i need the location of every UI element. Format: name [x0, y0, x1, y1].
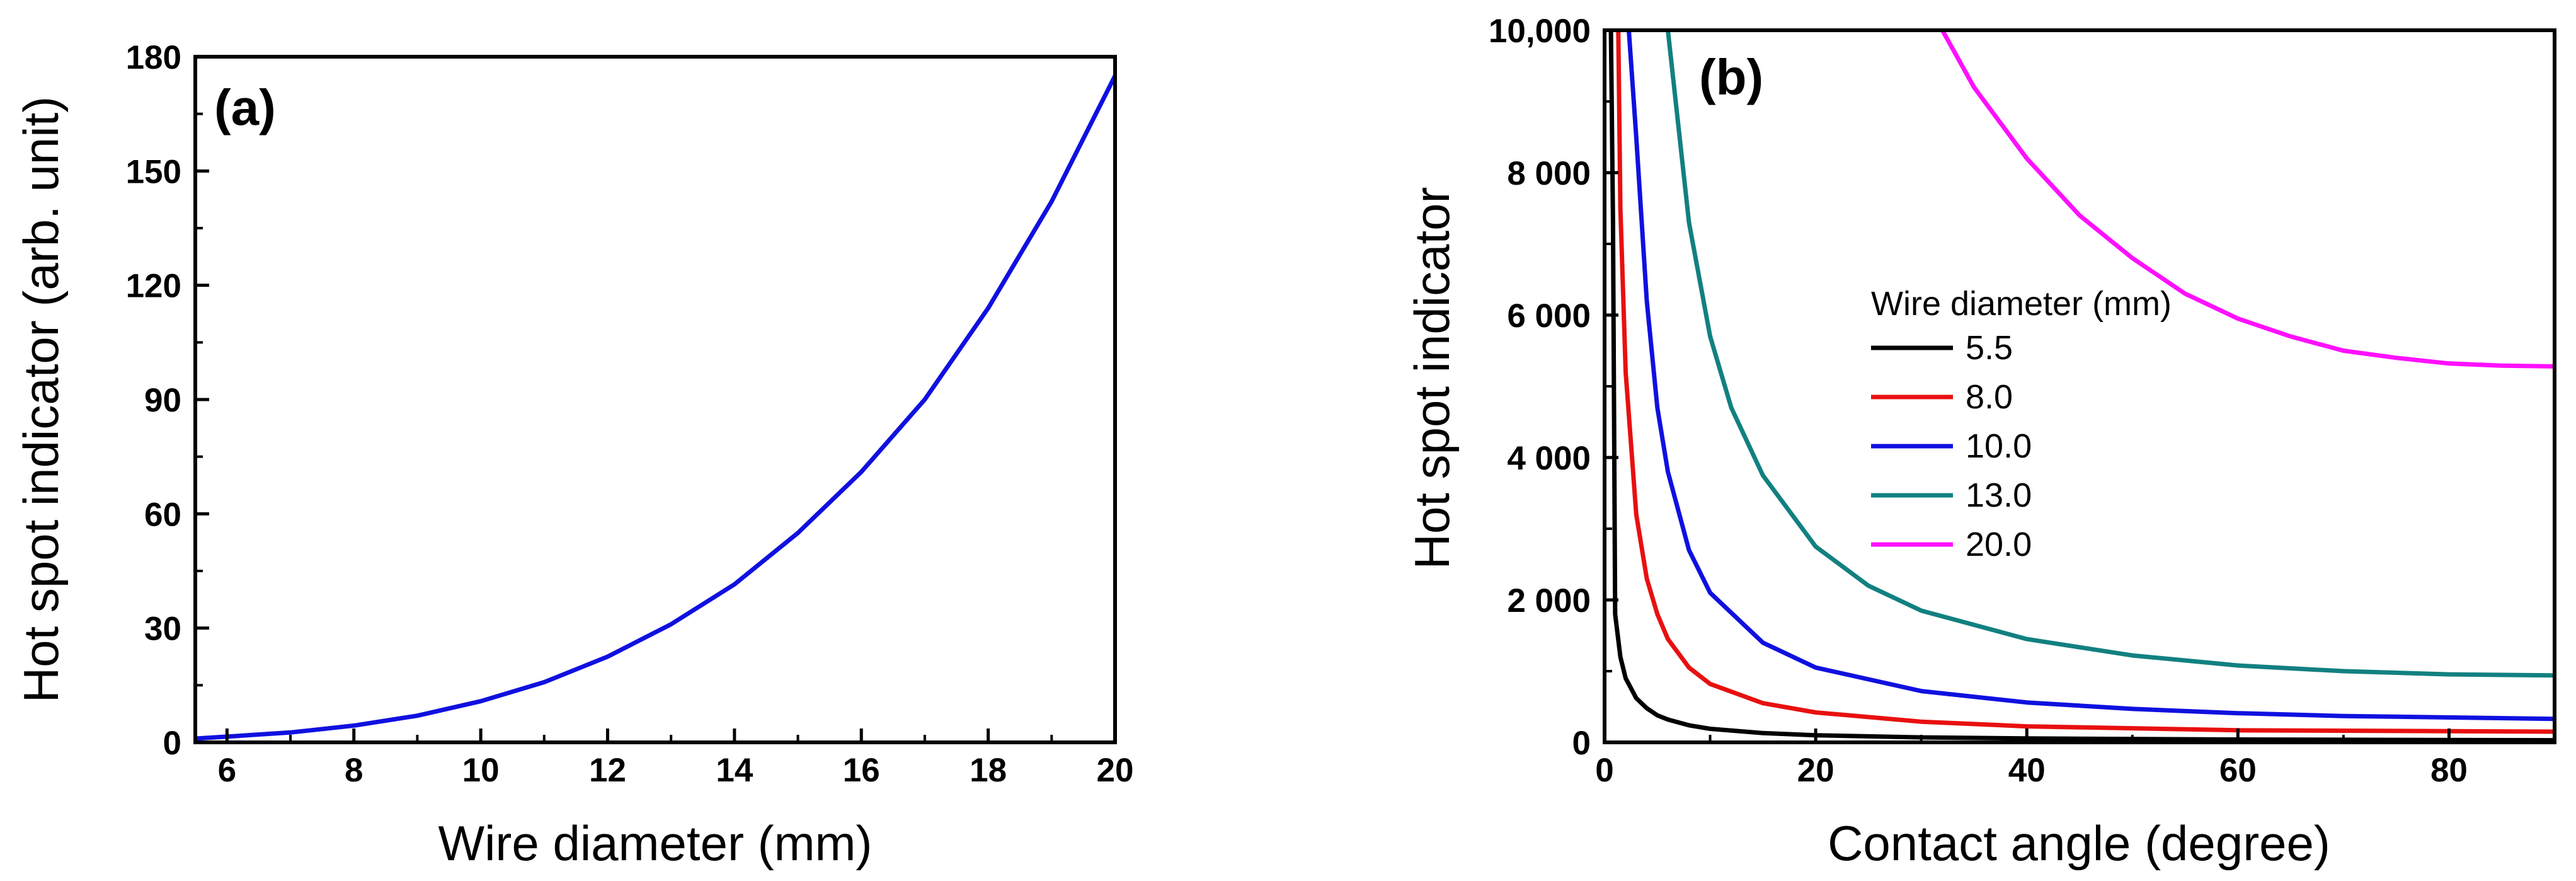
- x-tick-label: 18: [970, 752, 1007, 789]
- chart-b-x-axis-label: Contact angle (degree): [1828, 815, 2330, 871]
- x-tick-label: 20: [1797, 752, 1835, 789]
- series-line-hot-spot-indicator: [195, 74, 1118, 741]
- legend-entries: 5.5 8.0 10.0 13.0 20.0: [1871, 329, 2032, 563]
- chart-b-plot-frame: [1603, 28, 2556, 744]
- x-tick-label: 14: [716, 752, 753, 789]
- x-tick-label: 10: [462, 752, 500, 789]
- series-line-8-0: [1616, 30, 2555, 734]
- legend-entry-label: 10.0: [1966, 427, 2032, 465]
- legend-entry-label: 20.0: [1966, 526, 2032, 563]
- legend-entry-label: 5.5: [1966, 329, 2013, 367]
- y-tick-label: 10,000: [1489, 13, 1591, 50]
- y-tick-label: 8 000: [1507, 155, 1591, 192]
- chart-b: 0 20 40 60 80 0 2 000 4 000 6 000 8 000 10,000 (b)…: [1404, 13, 2556, 871]
- chart-a-panel-label: (a): [214, 79, 276, 135]
- y-tick-label: 30: [144, 611, 181, 648]
- chart-b-panel-label: (b): [1699, 49, 1763, 105]
- chart-b-ticks: 0 20 40 60 80 0 2 000 4 000 6 000 8 000 10,000: [1489, 13, 2468, 789]
- x-tick-label: 40: [2008, 752, 2046, 789]
- y-tick-label: 120: [126, 268, 181, 305]
- x-tick-label: 20: [1097, 752, 1134, 789]
- chart-a-ticks: 6 8 10 12 14 16 18 20 0 30 60 90 120 150 180: [126, 39, 1134, 789]
- chart-a-plot-frame: [193, 55, 1117, 744]
- y-tick-label: 0: [163, 725, 181, 762]
- x-tick-label: 12: [589, 752, 626, 789]
- x-tick-label: 0: [1595, 752, 1613, 789]
- y-tick-label: 2 000: [1507, 582, 1591, 619]
- y-tick-label: 180: [126, 39, 181, 76]
- y-tick-label: 150: [126, 153, 181, 190]
- y-tick-label: 90: [144, 382, 181, 419]
- x-tick-label: 80: [2430, 752, 2468, 789]
- chart-b-series: [1608, 30, 2555, 742]
- x-tick-label: 6: [218, 752, 236, 789]
- chart-a: 6 8 10 12 14 16 18 20 0 30 60 90 120 150 180 (a) Wire …: [13, 39, 1133, 871]
- x-tick-label: 16: [843, 752, 880, 789]
- chart-a-series: [195, 74, 1118, 741]
- series-line-5-5: [1608, 30, 2555, 742]
- chart-a-x-axis-label: Wire diameter (mm): [438, 815, 872, 871]
- legend-title: Wire diameter (mm): [1871, 285, 2172, 323]
- series-line-13-0: [1666, 30, 2555, 678]
- y-tick-label: 0: [1572, 725, 1591, 762]
- legend-entry-label: 8.0: [1966, 378, 2013, 416]
- chart-a-y-axis-label: Hot spot indicator (arb. unit): [13, 96, 69, 703]
- y-tick-label: 6 000: [1507, 297, 1591, 335]
- x-tick-label: 8: [345, 752, 363, 789]
- y-tick-label: 4 000: [1507, 440, 1591, 477]
- chart-b-legend: Wire diameter (mm) 5.5 8.0 10.0 13.0 20.0: [1871, 285, 2172, 563]
- chart-b-y-axis-label: Hot spot indicator: [1404, 187, 1460, 570]
- x-tick-label: 60: [2219, 752, 2257, 789]
- series-line-20-0: [1940, 30, 2555, 369]
- y-tick-label: 60: [144, 496, 181, 533]
- legend-entry-label: 13.0: [1966, 476, 2032, 514]
- series-line-10-0: [1627, 30, 2555, 722]
